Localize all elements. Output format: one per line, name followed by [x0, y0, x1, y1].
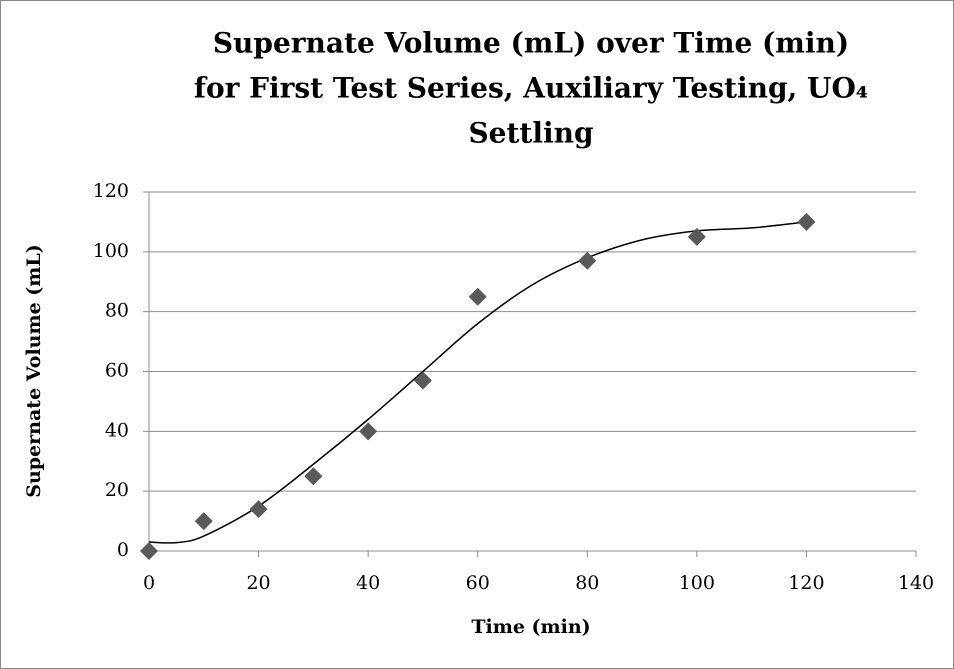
data-point	[359, 422, 378, 441]
chart-title: Settling	[468, 117, 593, 150]
trendline	[148, 221, 807, 544]
x-tick-label: 120	[788, 572, 824, 594]
x-tick-label: 100	[679, 572, 715, 594]
x-tick-label: 80	[575, 572, 599, 594]
y-tick-label: 100	[93, 240, 129, 262]
data-point	[304, 467, 323, 486]
data-point	[194, 512, 213, 531]
y-tick-label: 60	[105, 360, 129, 382]
chart-title: Supernate Volume (mL) over Time (min)	[213, 27, 849, 60]
y-tick-label: 20	[105, 479, 129, 501]
y-tick-label: 80	[105, 300, 129, 322]
x-tick-label: 0	[143, 572, 155, 594]
data-point	[249, 500, 268, 519]
data-point	[140, 542, 158, 560]
x-tick-label: 40	[356, 572, 380, 594]
x-tick-label: 60	[466, 572, 490, 594]
data-point	[468, 287, 487, 306]
y-tick-label: 120	[93, 180, 129, 202]
chart-title: for First Test Series, Auxiliary Testing…	[194, 72, 868, 105]
y-tick-label: 0	[117, 539, 129, 561]
x-axis-title: Time (min)	[471, 616, 590, 638]
y-axis-title: Supernate Volume (mL)	[23, 244, 45, 497]
data-point	[578, 251, 597, 270]
data-point	[687, 227, 706, 246]
data-point	[797, 212, 816, 231]
data-point	[413, 371, 432, 390]
x-tick-label: 20	[246, 572, 270, 594]
x-tick-label: 140	[898, 572, 934, 594]
y-tick-label: 40	[105, 419, 129, 441]
